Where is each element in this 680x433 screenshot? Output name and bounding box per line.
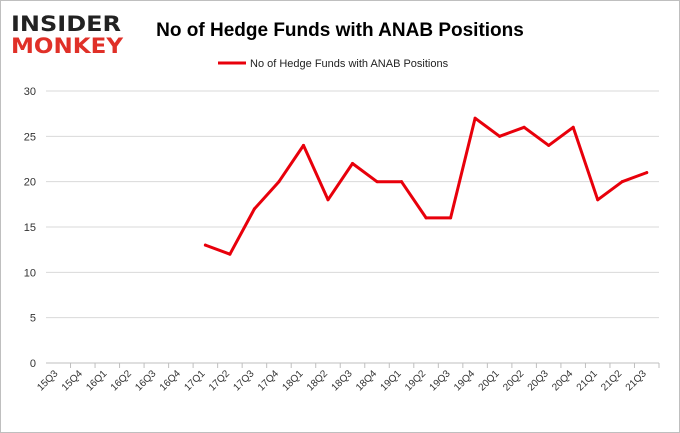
x-tick-label: 16Q3 [133, 368, 158, 393]
y-tick-label: 0 [30, 358, 36, 370]
logo-line-1: INSIDER [11, 12, 121, 36]
series-line-0 [203, 116, 649, 256]
x-tick-label: 21Q1 [575, 368, 600, 393]
x-tick-label: 19Q3 [428, 368, 453, 393]
data-point [596, 198, 600, 202]
data-point [301, 143, 305, 147]
x-tick-label: 15Q4 [60, 368, 85, 393]
insider-monkey-logo: INSIDER MONKEY [11, 12, 124, 58]
x-tick-label: 20Q3 [526, 368, 551, 393]
y-tick-label: 25 [24, 131, 36, 143]
x-tick-label: 16Q4 [158, 368, 183, 393]
x-tick-label: 21Q2 [599, 368, 624, 393]
x-tick-label: 19Q4 [452, 368, 477, 393]
x-tick-label: 15Q3 [35, 368, 60, 393]
data-point [473, 116, 477, 120]
gridlines [46, 90, 659, 319]
x-tick-label: 18Q3 [330, 368, 355, 393]
x-tick-label: 20Q1 [477, 368, 502, 393]
data-point [522, 125, 526, 129]
data-point [228, 252, 232, 256]
x-tick-label: 19Q1 [379, 368, 404, 393]
x-tick-label: 17Q1 [182, 368, 207, 393]
x-tick-label: 17Q2 [207, 368, 232, 393]
y-tick-label: 30 [24, 86, 36, 98]
data-point [571, 125, 575, 129]
series-layer [203, 116, 649, 256]
data-point [252, 207, 256, 211]
x-tick-label: 20Q2 [501, 368, 526, 393]
logo-line-2: MONKEY [11, 34, 124, 58]
data-point [203, 243, 207, 247]
x-tick-label: 16Q2 [109, 368, 134, 393]
x-tick-label: 18Q4 [354, 368, 379, 393]
legend-label: No of Hedge Funds with ANAB Positions [250, 58, 449, 70]
axes: 0 5 10 15 20 25 30 15Q3 15Q4 16Q1 16Q2 16Q3 16Q4 17Q1… [24, 86, 660, 393]
x-tick-label: 18Q1 [281, 368, 306, 393]
x-tick-label: 17Q3 [231, 368, 256, 393]
y-tick-label: 15 [24, 222, 36, 234]
data-point [498, 134, 502, 138]
x-tick-label: 20Q4 [550, 368, 575, 393]
data-point [277, 180, 281, 184]
x-tick-label: 21Q3 [624, 368, 649, 393]
data-point [620, 180, 624, 184]
data-point [449, 216, 453, 220]
data-point [351, 162, 354, 166]
x-tick-label: 19Q2 [403, 368, 428, 393]
data-point [375, 180, 379, 184]
y-tick-label: 10 [24, 267, 36, 279]
data-point [424, 216, 428, 220]
x-tick-label: 16Q1 [84, 368, 109, 393]
x-tick-label: 17Q4 [256, 368, 281, 393]
x-tick-label: 18Q2 [305, 368, 330, 393]
y-tick-label: 20 [24, 177, 36, 189]
chart-title: No of Hedge Funds with ANAB Positions [156, 20, 524, 41]
data-point [400, 180, 404, 184]
data-point [645, 171, 649, 175]
legend: No of Hedge Funds with ANAB Positions [218, 58, 449, 70]
data-point [326, 198, 330, 202]
data-point [547, 143, 551, 147]
y-tick-label: 5 [30, 313, 36, 325]
